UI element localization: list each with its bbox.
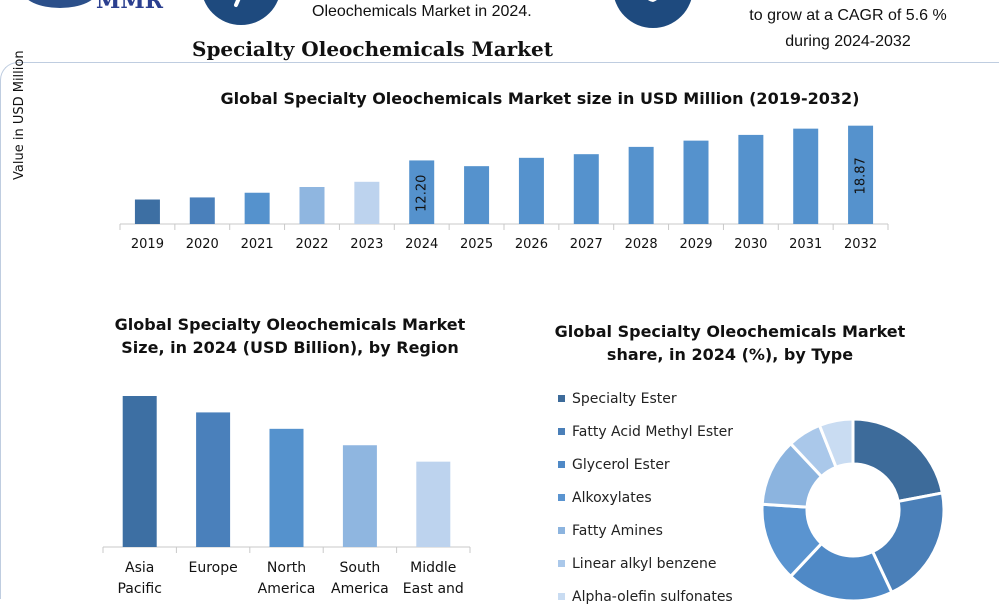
legend-label: Alkoxylates xyxy=(572,489,652,506)
main-tick-label-2022: 2022 xyxy=(295,237,328,252)
main-data-label-2024: 12.20 xyxy=(415,175,430,212)
donut-slice-1 xyxy=(870,491,946,595)
fact-cagr-line2: during 2024-2032 xyxy=(785,33,911,50)
legend-swatch xyxy=(558,461,565,468)
main-bar-2020 xyxy=(189,197,215,224)
region-tick-label-line: Pacific xyxy=(117,581,162,597)
main-tick-label-2027: 2027 xyxy=(570,237,603,252)
fact-market-2024: Oleochemicals Market in 2024. xyxy=(312,3,532,20)
region-tick-label-line: North xyxy=(267,560,306,576)
type-chart-title-line2: share, in 2024 (%), by Type xyxy=(606,345,854,364)
legend-swatch xyxy=(558,560,565,567)
mmr-logo-icon xyxy=(28,0,92,8)
main-data-label-2032: 18.87 xyxy=(854,157,869,194)
legend-swatch xyxy=(558,593,565,600)
legend-swatch xyxy=(558,494,565,501)
main-tick-label-2025: 2025 xyxy=(460,237,493,252)
legend-swatch xyxy=(558,527,565,534)
main-chart-title: Global Specialty Oleochemicals Market si… xyxy=(220,89,860,108)
legend-item: Specialty Ester xyxy=(558,382,733,415)
region-tick-label-3: South America xyxy=(331,560,389,597)
main-tick-label-2024: 2024 xyxy=(405,237,438,252)
brand-title: Specialty Oleochemicals Market xyxy=(192,37,554,61)
region-tick-label-1: Europe xyxy=(188,560,237,576)
legend-label: Specialty Ester xyxy=(572,390,677,407)
main-bar-2021 xyxy=(244,192,270,224)
main-tick-label-2030: 2030 xyxy=(734,237,767,252)
region-bar-3 xyxy=(342,445,377,547)
logo-text: MMR xyxy=(96,0,163,14)
legend-swatch xyxy=(558,395,565,402)
flame-circle-icon xyxy=(614,0,692,28)
type-chart-title-line1: Global Specialty Oleochemicals Market xyxy=(554,322,906,341)
main-bar-2032 xyxy=(848,125,874,224)
type-chart-title: Global Specialty Oleochemicals Market sh… xyxy=(550,320,910,366)
main-bar-2031 xyxy=(793,128,819,224)
main-bar-2019 xyxy=(134,199,160,224)
fact-cagr: to grow at a CAGR of 5.6 % during 2024-2… xyxy=(733,3,963,55)
region-bar-4 xyxy=(416,461,451,547)
region-tick-label-line: America xyxy=(331,581,389,597)
region-tick-label-4: Middle East and xyxy=(403,560,464,597)
main-tick-label-2020: 2020 xyxy=(186,237,219,252)
main-bar-2030 xyxy=(738,134,764,224)
main-bar-2028 xyxy=(628,146,654,224)
legend-item: Fatty Acid Methyl Ester xyxy=(558,415,733,448)
main-bar-2024 xyxy=(409,160,435,224)
region-chart-title-line2: Size, in 2024 (USD Billion), by Region xyxy=(121,338,459,357)
donut-slice-0 xyxy=(851,417,945,504)
main-bar-2027 xyxy=(573,154,599,224)
header: MMR Specialty Oleochemicals Market Oleoc… xyxy=(0,0,1000,70)
main-bar-2025 xyxy=(464,166,490,224)
main-tick-label-2023: 2023 xyxy=(350,237,383,252)
legend-item: Glycerol Ester xyxy=(558,448,733,481)
region-tick-label-line: America xyxy=(258,581,316,597)
market-circle-icon xyxy=(203,0,279,25)
region-tick-label-line: Asia xyxy=(125,560,154,576)
main-bar-chart: 2019 2020 2021 2022 2023 2024 12.20 2025 2026 202… xyxy=(119,125,889,252)
region-tick-label-line: Middle xyxy=(410,560,456,576)
type-donut-chart xyxy=(760,417,946,603)
main-tick-label-2032: 2032 xyxy=(844,237,877,252)
main-bar-2022 xyxy=(299,187,325,224)
fact-cagr-line1: to grow at a CAGR of 5.6 % xyxy=(749,7,947,24)
region-tick-label-2: North America xyxy=(258,560,316,597)
legend-label: Glycerol Ester xyxy=(572,456,670,473)
region-tick-label-0: Asia Pacific xyxy=(117,560,162,597)
content-frame xyxy=(0,62,999,599)
region-tick-label-line: South xyxy=(340,560,381,576)
main-bar-2026 xyxy=(518,157,544,224)
legend-label: Linear alkyl benzene xyxy=(572,555,717,572)
main-tick-label-2026: 2026 xyxy=(515,237,548,252)
region-bar-2 xyxy=(269,428,304,547)
legend-label: Fatty Amines xyxy=(572,522,663,539)
main-tick-label-2019: 2019 xyxy=(131,237,164,252)
legend-swatch xyxy=(558,428,565,435)
region-bar-0 xyxy=(122,396,157,547)
legend-label: Fatty Acid Methyl Ester xyxy=(572,423,733,440)
region-chart-title: Global Specialty Oleochemicals Market Si… xyxy=(100,313,480,359)
main-tick-label-2031: 2031 xyxy=(789,237,822,252)
legend-item: Fatty Amines xyxy=(558,514,733,547)
main-bar-2029 xyxy=(683,140,709,224)
main-tick-label-2028: 2028 xyxy=(625,237,658,252)
region-bar-chart: Asia Pacific Europe North America South Americ… xyxy=(102,396,471,597)
region-bar-1 xyxy=(196,412,231,547)
main-tick-label-2029: 2029 xyxy=(679,237,712,252)
legend-item: Linear alkyl benzene xyxy=(558,547,733,580)
main-bar-2023 xyxy=(354,181,380,224)
region-tick-label-line: Europe xyxy=(188,560,237,576)
region-chart-title-line1: Global Specialty Oleochemicals Market xyxy=(114,315,466,334)
main-tick-label-2021: 2021 xyxy=(241,237,274,252)
legend-item: Alkoxylates xyxy=(558,481,733,514)
region-tick-label-line: East and xyxy=(403,581,464,597)
donut-slice-6 xyxy=(817,417,855,470)
